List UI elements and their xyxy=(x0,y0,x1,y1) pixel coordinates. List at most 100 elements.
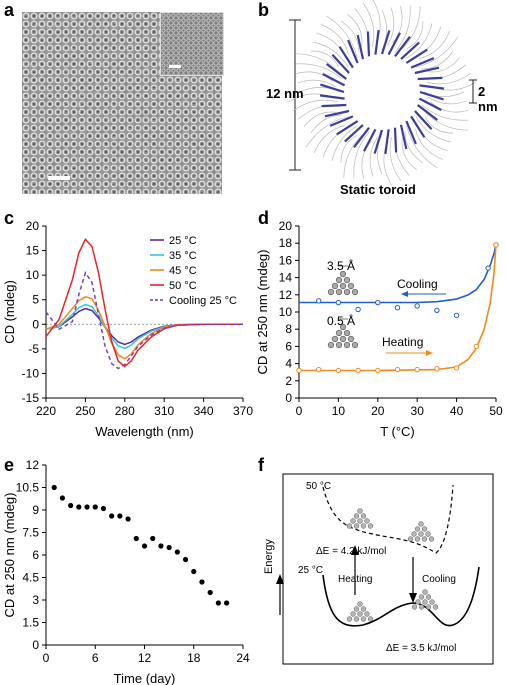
data-point xyxy=(296,367,302,374)
toroid-core-unit xyxy=(344,124,364,143)
stack-atom xyxy=(360,606,367,612)
y-tick-label: 0 xyxy=(32,638,39,652)
stack-atom xyxy=(353,616,360,622)
molecule-atom xyxy=(335,276,343,284)
stack-atom xyxy=(421,536,428,542)
toroid-side-chain xyxy=(415,116,451,143)
toroid-side-chain xyxy=(331,125,358,161)
inset-scale-bar xyxy=(169,65,181,68)
toroid-core-unit xyxy=(321,103,347,108)
heating-arrow-label: Heating xyxy=(338,574,373,585)
toroid-side-chain xyxy=(386,7,395,47)
data-point xyxy=(117,513,123,519)
annotation-0-5-angstrom: 0.5 Å xyxy=(327,314,356,328)
data-point xyxy=(141,543,148,549)
data-point xyxy=(375,367,381,374)
legend-label-1: 35 °C xyxy=(169,250,197,262)
stack-atom xyxy=(411,604,418,610)
molecule-atom xyxy=(343,276,351,284)
toroid-core-unit xyxy=(331,54,350,74)
toroid-side-chain xyxy=(389,136,402,182)
toroid-core-unit xyxy=(418,97,442,111)
toroid-side-chain xyxy=(361,140,372,179)
data-point xyxy=(51,484,57,491)
toroid-side-chain xyxy=(427,57,460,73)
toroid-core-unit xyxy=(336,120,359,136)
molecule-atom xyxy=(347,335,355,343)
toroid-side-chain xyxy=(430,102,469,113)
data-point xyxy=(182,556,189,563)
molecule-atom xyxy=(335,329,343,337)
toroid-side-chain xyxy=(295,63,343,80)
data-point xyxy=(355,367,361,374)
stack-atom xyxy=(421,526,428,532)
molecule-atom xyxy=(335,341,343,349)
temp-low-label: 25 °C xyxy=(298,565,324,576)
toroid-core-unit xyxy=(410,115,426,138)
y-tick-label: 3 xyxy=(32,593,39,607)
y-tick-label: 7.5 xyxy=(22,526,39,540)
stack-atom xyxy=(422,589,428,595)
panel-letter-d: d xyxy=(258,208,269,228)
toroid-side-chain xyxy=(392,5,403,44)
toroid-core-unit xyxy=(394,36,411,57)
toroid-side-chain xyxy=(421,104,469,121)
toroid-core-unit xyxy=(414,110,433,130)
toroid-side-chain xyxy=(426,72,472,85)
stack-atom xyxy=(425,604,432,610)
panel-letter-f: f xyxy=(258,455,264,475)
x-tick-label: 24 xyxy=(236,651,250,665)
toroid-side-chain xyxy=(310,50,340,68)
y-tick-label: 0 xyxy=(285,391,292,405)
toroid-side-chain xyxy=(296,53,341,74)
toroid-core-unit xyxy=(414,66,440,75)
x-axis-title: Wavelength (nm) xyxy=(95,424,194,439)
data-point xyxy=(158,543,164,549)
x-tick-label: 18 xyxy=(187,651,201,665)
panel-letter-a: a xyxy=(4,0,15,20)
y-axis-title: CD (mdeg) xyxy=(2,280,17,344)
data-point xyxy=(76,504,82,510)
cooling-label: Cooling xyxy=(397,277,438,291)
data-point xyxy=(59,495,66,501)
fit-line-0 xyxy=(299,244,497,304)
stack-atom xyxy=(353,606,360,612)
stack-atom xyxy=(357,508,363,514)
toroid-core-unit xyxy=(347,39,359,64)
x-tick-label: 30 xyxy=(411,404,425,418)
legend-label-0: 25 °C xyxy=(169,235,197,247)
stack-atom xyxy=(414,536,421,542)
temp-high-label: 50 °C xyxy=(306,481,332,492)
toroid-core-unit xyxy=(324,109,350,118)
toroid-core-unit xyxy=(373,129,384,154)
data-point xyxy=(485,265,491,271)
y-tick-label: 18 xyxy=(279,236,293,250)
data-point xyxy=(199,579,205,585)
y-tick-label: 10 xyxy=(26,268,40,282)
y-tick-label: 0 xyxy=(32,317,39,331)
y-axis-title: CD at 250 nm (mdeg) xyxy=(255,250,270,375)
stack-atom xyxy=(357,611,363,617)
y-tick-label: 14 xyxy=(279,271,293,285)
toroid-side-chain xyxy=(347,14,363,47)
toroid-side-chain xyxy=(406,20,424,50)
stack-atom xyxy=(364,611,370,617)
toroid-core-unit xyxy=(380,30,391,55)
data-point xyxy=(215,600,221,606)
toroid-side-chain xyxy=(305,116,349,148)
data-point xyxy=(473,343,480,350)
toroid-core-unit xyxy=(384,129,390,155)
y-tick-label: 12 xyxy=(279,288,293,302)
toroid-caption: Static toroid xyxy=(340,182,416,197)
stack-atom xyxy=(428,536,435,542)
panel-letter-b: b xyxy=(258,0,269,20)
stack-icon-2 xyxy=(346,601,374,622)
x-tick-label: 50 xyxy=(489,404,503,418)
y-axis-title: CD at 250 nm (mdeg) xyxy=(2,493,17,618)
data-point xyxy=(453,365,460,371)
x-tick-label: 310 xyxy=(154,404,174,418)
toroid-side-chain xyxy=(314,125,345,154)
data-point xyxy=(414,366,420,373)
toroid-side-chain xyxy=(404,131,424,164)
chart-cd-spectra: 220 250 280 310 340 370 -15 -10 -5 0 5 10 15 20 Wavele… xyxy=(2,219,253,439)
